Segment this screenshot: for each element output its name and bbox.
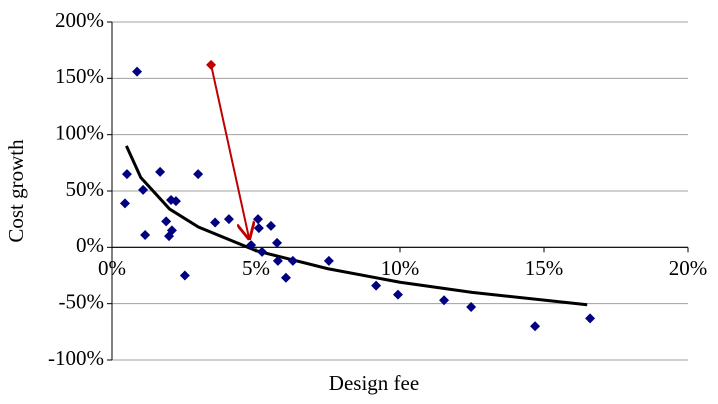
data-point	[193, 169, 204, 180]
data-point	[392, 289, 403, 300]
data-point	[170, 196, 181, 207]
y-tick-label: -50%	[59, 289, 105, 313]
data-point	[280, 272, 291, 283]
y-axis-label: Cost growth	[4, 139, 28, 243]
x-axis-label: Design fee	[329, 371, 419, 395]
data-point	[155, 166, 166, 177]
y-tick-label: 100%	[55, 120, 104, 144]
data-point	[166, 225, 177, 236]
y-tick-label: 150%	[55, 64, 104, 88]
data-point	[179, 270, 190, 281]
data-point	[119, 198, 130, 209]
y-tick-label: -100%	[48, 346, 104, 370]
data-point	[265, 220, 276, 231]
x-tick-label: 15%	[525, 256, 564, 280]
data-point	[210, 217, 221, 228]
y-tick-label: 200%	[55, 8, 104, 32]
data-point	[585, 313, 596, 324]
data-point	[371, 280, 382, 291]
data-point	[121, 169, 132, 180]
arrow	[210, 64, 249, 239]
trend-line	[125, 145, 588, 307]
data-point	[272, 237, 283, 248]
x-tick-label: 0%	[98, 256, 126, 280]
data-point	[223, 214, 234, 225]
y-tick-label: 50%	[66, 177, 105, 201]
data-point	[287, 255, 298, 266]
data-point	[140, 229, 151, 240]
data-point	[206, 59, 217, 70]
data-point	[257, 246, 268, 257]
data-point	[253, 214, 264, 225]
data-point	[246, 240, 257, 251]
y-tick-label: 0%	[76, 233, 104, 257]
data-point	[272, 255, 283, 266]
data-point	[161, 216, 172, 227]
data-point	[439, 295, 450, 306]
data-point	[253, 223, 264, 234]
data-point	[530, 321, 541, 332]
x-tick-label: 10%	[381, 256, 420, 280]
x-tick-label: 20%	[669, 256, 708, 280]
x-tick-label: 5%	[242, 256, 270, 280]
data-point	[138, 184, 149, 195]
data-point	[132, 66, 143, 77]
data-point	[466, 302, 477, 313]
data-point	[323, 255, 334, 266]
